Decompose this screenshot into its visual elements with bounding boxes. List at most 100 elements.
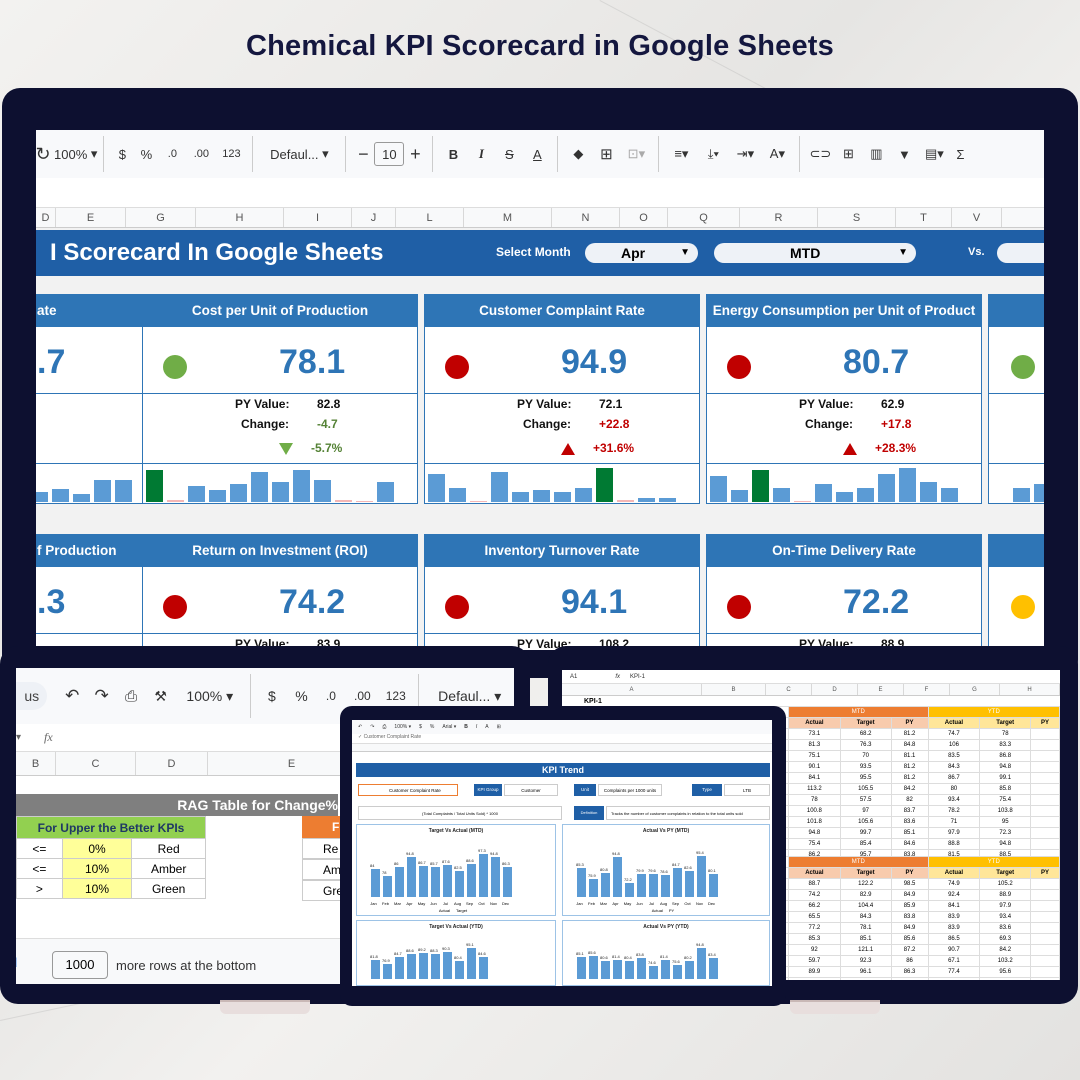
table-cell[interactable] — [1030, 783, 1060, 795]
number-format-button[interactable]: 123 — [385, 689, 406, 703]
table-cell[interactable]: 81.2 — [890, 772, 929, 784]
table-cell[interactable]: 84.3 — [839, 911, 892, 923]
table-cell[interactable]: 88.9 — [979, 889, 1032, 901]
italic-icon[interactable]: I — [478, 146, 484, 161]
threshold-cell[interactable]: 0% — [61, 838, 133, 859]
table-cell[interactable]: 87.2 — [890, 944, 929, 956]
table-cell[interactable]: 78 — [788, 794, 841, 806]
table-cell[interactable]: 94.8 — [979, 838, 1032, 850]
column-header[interactable]: C — [56, 752, 136, 775]
table-cell[interactable] — [1030, 728, 1060, 740]
column-header[interactable]: R — [740, 208, 818, 227]
table-cell[interactable]: 85.1 — [890, 827, 929, 839]
table-cell[interactable]: 81.2 — [890, 728, 929, 740]
table-cell[interactable] — [1030, 772, 1060, 784]
font-select[interactable]: Arial ▾ — [442, 724, 457, 730]
table-cell[interactable]: 83.6 — [979, 922, 1032, 934]
italic-icon[interactable]: I — [475, 724, 478, 730]
table-cell[interactable]: 106 — [927, 739, 981, 751]
column-header[interactable]: N — [552, 208, 620, 227]
number-format-button[interactable]: 123 — [222, 148, 241, 160]
table-cell[interactable]: 92.3 — [839, 955, 892, 967]
column-header[interactable]: G — [126, 208, 196, 227]
table-cell[interactable]: 84.9 — [890, 922, 929, 934]
table-cell[interactable]: 80 — [927, 783, 981, 795]
strikethrough-icon[interactable]: S — [505, 146, 514, 162]
threshold-cell[interactable]: 10% — [61, 858, 133, 879]
column-header[interactable]: J — [352, 208, 396, 227]
align-icon[interactable]: ≡▾ — [674, 146, 689, 161]
column-header[interactable]: I — [284, 208, 352, 227]
undo-icon[interactable]: ↶ — [358, 724, 363, 730]
chevron-down-icon[interactable]: ▾ — [16, 732, 22, 743]
table-cell[interactable]: 83.7 — [890, 805, 929, 817]
table-cell[interactable]: 104.4 — [839, 900, 892, 912]
table-cell[interactable]: 76.3 — [839, 739, 892, 751]
font-select[interactable]: Defaul... ▾ — [438, 687, 502, 705]
table-cell[interactable] — [1030, 977, 1060, 980]
table-cell[interactable]: 99.1 — [979, 772, 1032, 784]
rows-count-input[interactable]: 1000 — [52, 951, 108, 979]
table-cell[interactable]: 97 — [839, 805, 892, 817]
table-cell[interactable]: 103.8 — [979, 805, 1032, 817]
table-cell[interactable]: 84.9 — [890, 889, 929, 901]
table-cell[interactable]: 98.5 — [890, 878, 929, 890]
text-color-icon[interactable]: A — [533, 146, 542, 162]
table-cell[interactable]: 88.8 — [927, 838, 981, 850]
zoom-select[interactable]: 100% ▾ — [186, 687, 234, 705]
table-cell[interactable]: 90.1 — [788, 761, 841, 773]
table-cell[interactable]: 95.5 — [839, 772, 892, 784]
bold-icon[interactable]: B — [448, 146, 459, 162]
table-cell[interactable]: 85.4 — [839, 838, 892, 850]
table-cell[interactable]: 86.7 — [927, 772, 981, 784]
font-size-minus-icon[interactable]: − — [358, 143, 369, 164]
column-header[interactable]: G — [950, 684, 1000, 695]
table-cell[interactable]: 97.9 — [927, 827, 981, 839]
table-cell[interactable] — [1030, 922, 1060, 934]
column-header[interactable]: E — [858, 684, 904, 695]
operator-cell[interactable]: > — [16, 878, 63, 899]
rag-lower-cell[interactable]: Aml — [302, 859, 344, 880]
table-cell[interactable] — [1030, 900, 1060, 912]
table-cell[interactable]: 84.8 — [890, 739, 929, 751]
column-header[interactable]: B — [16, 752, 56, 775]
table-cell[interactable]: 101.8 — [788, 816, 841, 828]
status-cell[interactable]: Amber — [131, 858, 206, 879]
table-cell[interactable]: 86.2 — [927, 977, 981, 980]
formula-bar[interactable] — [36, 178, 1044, 208]
threshold-cell[interactable]: 10% — [61, 878, 133, 899]
table-cell[interactable]: 84.1 — [927, 900, 981, 912]
table-cell[interactable]: 96.1 — [839, 966, 892, 978]
table-cell[interactable]: 78 — [979, 728, 1032, 740]
table-cell[interactable]: 83.6 — [890, 816, 929, 828]
zoom-select[interactable]: 100% ▾ — [54, 146, 98, 162]
currency-button[interactable]: $ — [419, 724, 422, 730]
borders-icon[interactable]: ⊞ — [496, 724, 501, 730]
table-cell[interactable]: 75.4 — [788, 838, 841, 850]
valign-icon[interactable]: ⤓▾ — [707, 146, 719, 161]
column-header[interactable]: D — [36, 208, 56, 227]
table-cell[interactable]: 100.8 — [788, 805, 841, 817]
column-header[interactable]: C — [766, 684, 812, 695]
column-header[interactable]: D — [812, 684, 858, 695]
table-cell[interactable]: 88.7 — [788, 878, 841, 890]
table-cell[interactable]: 66.2 — [788, 900, 841, 912]
bold-icon[interactable]: B — [464, 724, 468, 730]
kpi-select-dropdown[interactable]: Customer Complaint Rate — [358, 784, 458, 796]
table-cell[interactable]: 67.1 — [927, 955, 981, 967]
cell-reference[interactable]: A1 — [570, 673, 578, 680]
borders-icon[interactable]: ⊞ — [600, 146, 613, 163]
table-cell[interactable]: 86.1 — [890, 977, 929, 980]
percent-button[interactable]: % — [295, 688, 308, 704]
chart-icon[interactable]: ▥ — [870, 146, 883, 161]
table-cell[interactable] — [1030, 750, 1060, 762]
font-size-plus-icon[interactable]: + — [410, 143, 421, 164]
column-header[interactable]: B — [702, 684, 766, 695]
table-cell[interactable]: 86 — [890, 955, 929, 967]
decimal-decrease-button[interactable]: .0 — [167, 148, 177, 160]
comment-icon[interactable]: ⊞ — [842, 146, 854, 161]
table-cell[interactable]: 93.4 — [979, 911, 1032, 923]
table-cell[interactable]: 57.5 — [839, 794, 892, 806]
column-header[interactable]: H — [196, 208, 284, 227]
print-icon[interactable]: ⎙ — [382, 724, 387, 730]
